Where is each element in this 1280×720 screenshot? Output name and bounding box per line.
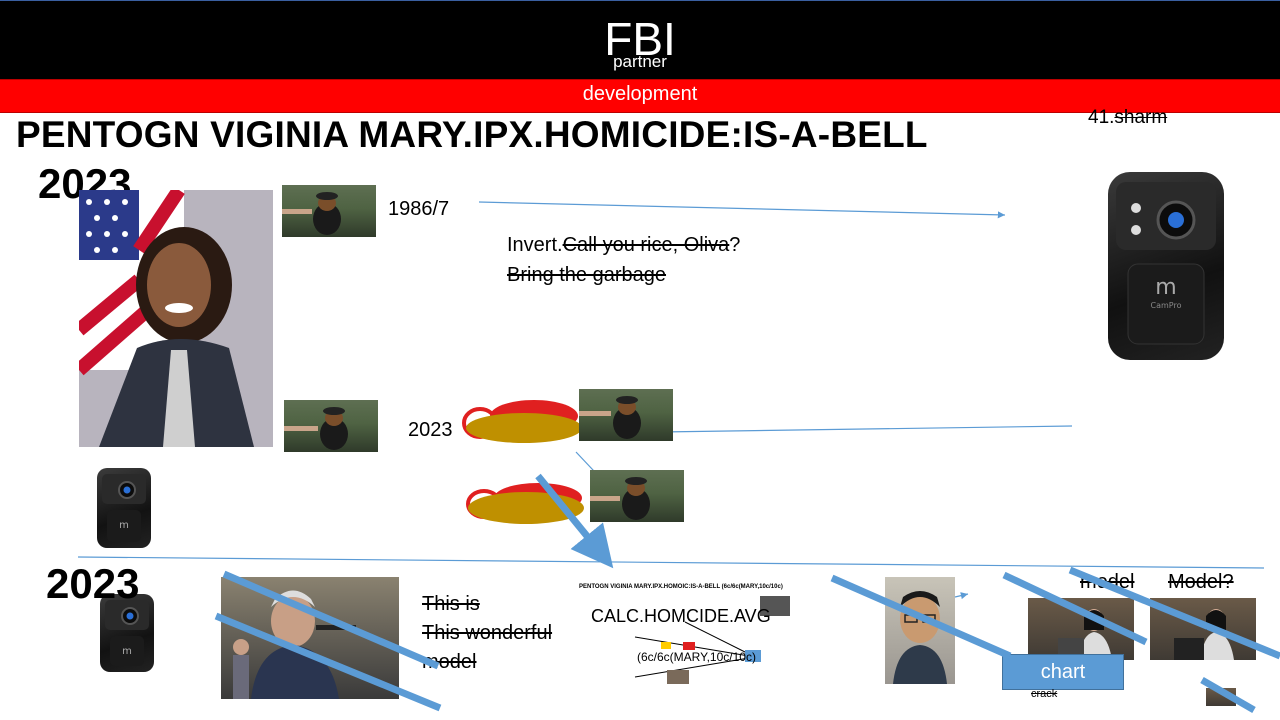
body-camera-icon: m CamPro	[1108, 172, 1224, 360]
date-label: 1986/7	[388, 198, 450, 220]
header-bar	[0, 0, 1280, 79]
svg-text:CamPro: CamPro	[1151, 301, 1182, 310]
man-photo	[885, 577, 955, 684]
small-note: crack	[1031, 688, 1058, 700]
banner-bar	[0, 79, 1280, 113]
svg-text:m: m	[1155, 275, 1176, 300]
year-label-middle: 2023	[408, 419, 453, 441]
caption-line: This wonderful	[422, 622, 553, 644]
hat-blob	[462, 398, 584, 448]
portrait-photo	[79, 190, 273, 447]
mini-slide-overlay: CALC.HOMCIDE.AVG	[591, 606, 771, 626]
mini-slide: PENTOGN VIGINIA MARY.IPX.HOMOIC:IS-A-BEL…	[575, 582, 795, 692]
body-camera-icon: m	[100, 594, 154, 672]
year-label-bottom: 2023	[46, 560, 140, 607]
dialog-line-1: Invert.Call you rice, Oliva?	[507, 234, 741, 256]
dog-photo	[284, 400, 378, 452]
dog-photo	[590, 470, 684, 522]
dog-photo	[282, 185, 376, 237]
dialog-line-2: Bring the garbage	[507, 264, 667, 286]
banner-text: development	[582, 83, 698, 105]
corner-label: 41.sharm	[1088, 107, 1168, 128]
header-title: FBI	[604, 13, 676, 65]
mini-slide-formula: (6c/6c(MARY,10c/10c)	[637, 650, 756, 664]
dog-photo	[579, 389, 673, 441]
page-title: PENTOGN VIGINIA MARY.IPX.HOMICIDE:IS-A-B…	[16, 114, 928, 155]
caption-line: This is	[422, 593, 480, 615]
body-camera-icon: m	[97, 468, 151, 548]
svg-text:m: m	[119, 520, 129, 531]
chart-button[interactable]: chart	[1002, 654, 1124, 690]
model-label: Model?	[1168, 571, 1234, 593]
svg-text:m: m	[122, 646, 132, 657]
header-subtitle: partner	[613, 52, 667, 71]
mini-slide-title: PENTOGN VIGINIA MARY.IPX.HOMOIC:IS-A-BEL…	[579, 584, 783, 590]
